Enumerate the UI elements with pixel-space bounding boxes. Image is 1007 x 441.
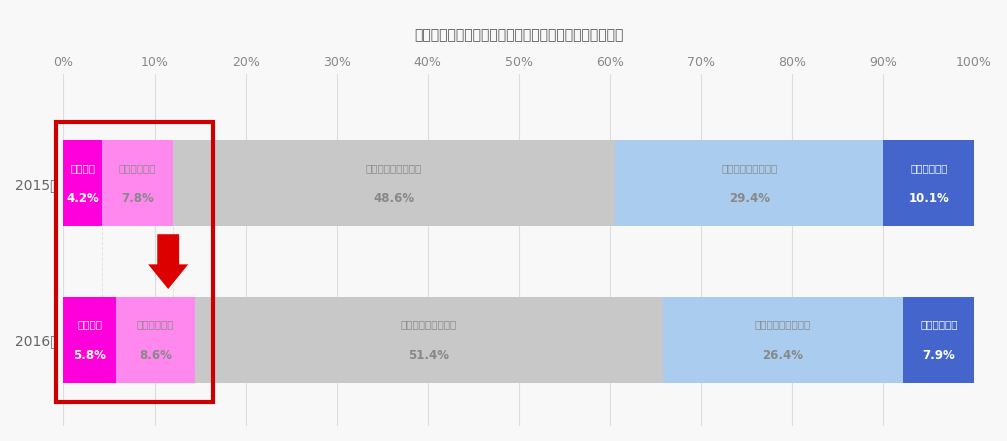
Bar bbox=[663, 297, 903, 383]
Text: 29.4%: 29.4% bbox=[729, 193, 769, 206]
Bar bbox=[56, 122, 212, 402]
Text: どちらともいえない: どちらともいえない bbox=[401, 319, 457, 329]
Text: 48.6%: 48.6% bbox=[374, 193, 415, 206]
Text: 51.4%: 51.4% bbox=[408, 349, 449, 362]
Text: そう思わない: そう思わない bbox=[910, 163, 948, 173]
Bar bbox=[173, 140, 615, 226]
Text: 5.8%: 5.8% bbox=[74, 349, 107, 362]
Text: 8.6%: 8.6% bbox=[139, 349, 172, 362]
Bar bbox=[615, 140, 883, 226]
Text: そう思う: そう思う bbox=[70, 163, 95, 173]
Text: 4.2%: 4.2% bbox=[66, 193, 99, 206]
Text: どちらともいえない: どちらともいえない bbox=[366, 163, 422, 173]
Text: そう思う: そう思う bbox=[78, 319, 103, 329]
Bar bbox=[102, 140, 173, 226]
Bar bbox=[63, 140, 102, 226]
Bar bbox=[903, 297, 975, 383]
Text: 7.8%: 7.8% bbox=[121, 193, 154, 206]
Text: 10.1%: 10.1% bbox=[908, 193, 950, 206]
Bar bbox=[194, 297, 663, 383]
Text: あまりそう思わない: あまりそう思わない bbox=[754, 319, 811, 329]
Bar bbox=[63, 297, 116, 383]
Text: そう思わない: そう思わない bbox=[920, 319, 958, 329]
Text: 7.9%: 7.9% bbox=[922, 349, 956, 362]
Bar bbox=[116, 297, 194, 383]
Text: あまりそう思わない: あまりそう思わない bbox=[721, 163, 777, 173]
Polygon shape bbox=[148, 234, 188, 289]
Text: 26.4%: 26.4% bbox=[762, 349, 804, 362]
Title: 太陽光発電について漠然と悪いイメージがありますか？: 太陽光発電について漠然と悪いイメージがありますか？ bbox=[414, 28, 623, 42]
Text: ややそう思う: ややそう思う bbox=[137, 319, 174, 329]
Bar bbox=[883, 140, 975, 226]
Text: ややそう思う: ややそう思う bbox=[119, 163, 156, 173]
